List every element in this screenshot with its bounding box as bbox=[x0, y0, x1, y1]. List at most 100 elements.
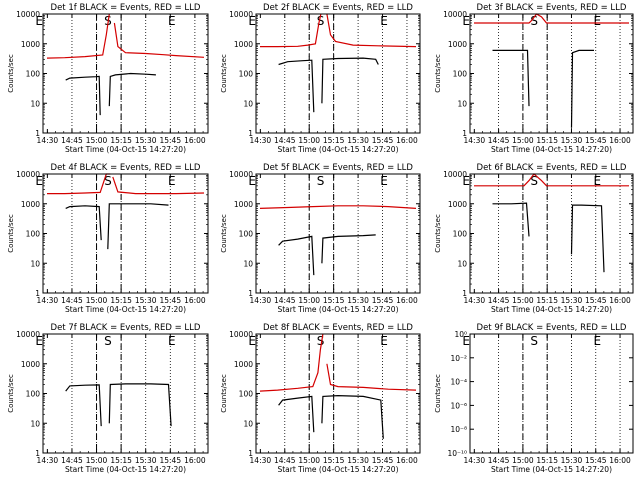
plot-frame bbox=[255, 333, 421, 454]
y-tick-label: 1 bbox=[462, 289, 467, 298]
lld-line bbox=[47, 173, 111, 195]
x-tick-label: 14:30 bbox=[250, 456, 272, 465]
events-line bbox=[321, 57, 379, 104]
y-tick-label: 1 bbox=[35, 289, 40, 298]
y-tick-label: 1 bbox=[462, 129, 467, 138]
panel-title: Det 8f BLACK = Events, RED = LLD bbox=[263, 323, 413, 333]
y-tick-label: 10000 bbox=[16, 10, 40, 19]
x-tick-label: 15:00 bbox=[298, 456, 320, 465]
x-axis-label: Start Time (04-Oct-15 14:27:20) bbox=[491, 145, 612, 154]
x-tick-label: 15:30 bbox=[135, 136, 157, 145]
y-tick-label: 1000 bbox=[448, 200, 467, 209]
events-line bbox=[278, 235, 315, 276]
x-tick-label: 15:15 bbox=[536, 136, 558, 145]
y-tick-label: 100 bbox=[26, 390, 41, 399]
x-tick-label: 16:00 bbox=[396, 456, 418, 465]
y-axis-label: Counts/sec bbox=[220, 374, 228, 413]
x-tick-label: 15:45 bbox=[585, 136, 607, 145]
x-tick-label: 14:45 bbox=[488, 136, 510, 145]
marker-label-s: S bbox=[317, 334, 325, 348]
y-tick-label: 10000 bbox=[16, 170, 40, 179]
y-axis-label: Counts/sec bbox=[434, 214, 442, 253]
y-tick-label: 1 bbox=[35, 129, 40, 138]
marker-label-e: E bbox=[248, 334, 256, 348]
y-tick-label: 1000 bbox=[21, 360, 40, 369]
marker-label-e: E bbox=[380, 334, 388, 348]
y-tick-label: 1000 bbox=[21, 200, 40, 209]
y-axis-label: Counts/sec bbox=[7, 54, 15, 93]
marker-label-s: S bbox=[317, 174, 325, 188]
lld-line bbox=[259, 205, 417, 209]
y-tick-label: 10⁻⁸ bbox=[450, 425, 467, 434]
y-tick-label: 10 bbox=[243, 259, 253, 268]
x-tick-label: 15:00 bbox=[86, 296, 108, 305]
y-tick-label: 100 bbox=[26, 230, 41, 239]
marker-label-e: E bbox=[35, 334, 43, 348]
y-tick-label: 1000 bbox=[234, 200, 253, 209]
y-tick-label: 1000 bbox=[234, 360, 253, 369]
x-tick-label: 14:45 bbox=[274, 296, 296, 305]
x-tick-label: 15:00 bbox=[512, 296, 534, 305]
y-tick-label: 10000 bbox=[229, 10, 253, 19]
x-tick-label: 15:00 bbox=[86, 136, 108, 145]
y-tick-label: 1 bbox=[35, 449, 40, 458]
lld-line bbox=[326, 13, 417, 48]
lld-line bbox=[260, 13, 322, 48]
panel-title: Det 6f BLACK = Events, RED = LLD bbox=[477, 163, 627, 173]
x-tick-label: 16:00 bbox=[396, 296, 418, 305]
y-tick-label: 100 bbox=[239, 390, 254, 399]
x-tick-label: 14:45 bbox=[61, 456, 83, 465]
x-tick-label: 14:30 bbox=[250, 296, 272, 305]
x-tick-label: 14:30 bbox=[250, 136, 272, 145]
x-tick-label: 15:15 bbox=[323, 296, 345, 305]
y-tick-label: 1000 bbox=[448, 40, 467, 49]
x-tick-label: 16:00 bbox=[184, 296, 206, 305]
y-tick-label: 10 bbox=[243, 419, 253, 428]
x-tick-label: 14:45 bbox=[274, 456, 296, 465]
x-tick-label: 14:45 bbox=[488, 296, 510, 305]
x-tick-label: 15:15 bbox=[536, 296, 558, 305]
x-tick-label: 14:30 bbox=[37, 296, 59, 305]
events-line bbox=[570, 204, 605, 273]
events-line bbox=[65, 384, 102, 427]
x-tick-label: 15:45 bbox=[372, 136, 394, 145]
x-tick-label: 15:45 bbox=[159, 136, 181, 145]
plot-frame bbox=[255, 13, 421, 134]
marker-label-e: E bbox=[594, 334, 602, 348]
panel-title: Det 7f BLACK = Events, RED = LLD bbox=[51, 323, 201, 333]
marker-label-s: S bbox=[317, 14, 325, 28]
marker-label-e: E bbox=[168, 174, 176, 188]
y-tick-label: 1000 bbox=[234, 40, 253, 49]
y-tick-label: 100 bbox=[453, 230, 468, 239]
x-axis-label: Start Time (04-Oct-15 14:27:20) bbox=[277, 465, 398, 474]
x-tick-label: 15:45 bbox=[372, 456, 394, 465]
x-tick-label: 15:15 bbox=[110, 296, 132, 305]
x-tick-label: 15:15 bbox=[110, 136, 132, 145]
panel-title: Det 2f BLACK = Events, RED = LLD bbox=[263, 3, 413, 13]
y-tick-label: 10⁻² bbox=[450, 354, 467, 363]
y-tick-label: 10⁻¹⁰ bbox=[447, 449, 467, 458]
marker-label-s: S bbox=[530, 14, 538, 28]
x-tick-label: 16:00 bbox=[396, 136, 418, 145]
y-tick-label: 10⁻⁶ bbox=[450, 401, 467, 410]
y-tick-label: 1 bbox=[248, 449, 253, 458]
x-tick-label: 15:30 bbox=[347, 296, 369, 305]
y-axis-label: Counts/sec bbox=[434, 374, 442, 413]
lld-line bbox=[113, 22, 205, 58]
x-axis-label: Start Time (04-Oct-15 14:27:20) bbox=[65, 465, 186, 474]
x-tick-label: 16:00 bbox=[184, 456, 206, 465]
plot-frame bbox=[469, 13, 634, 134]
plot-frame bbox=[255, 173, 421, 294]
y-tick-label: 10 bbox=[30, 259, 40, 268]
y-tick-label: 100 bbox=[453, 70, 468, 79]
events-line bbox=[321, 394, 384, 439]
y-tick-label: 1000 bbox=[21, 40, 40, 49]
x-axis-label: Start Time (04-Oct-15 14:27:20) bbox=[491, 465, 612, 474]
y-axis-label: Counts/sec bbox=[434, 54, 442, 93]
panel-title: Det 1f BLACK = Events, RED = LLD bbox=[51, 3, 201, 13]
